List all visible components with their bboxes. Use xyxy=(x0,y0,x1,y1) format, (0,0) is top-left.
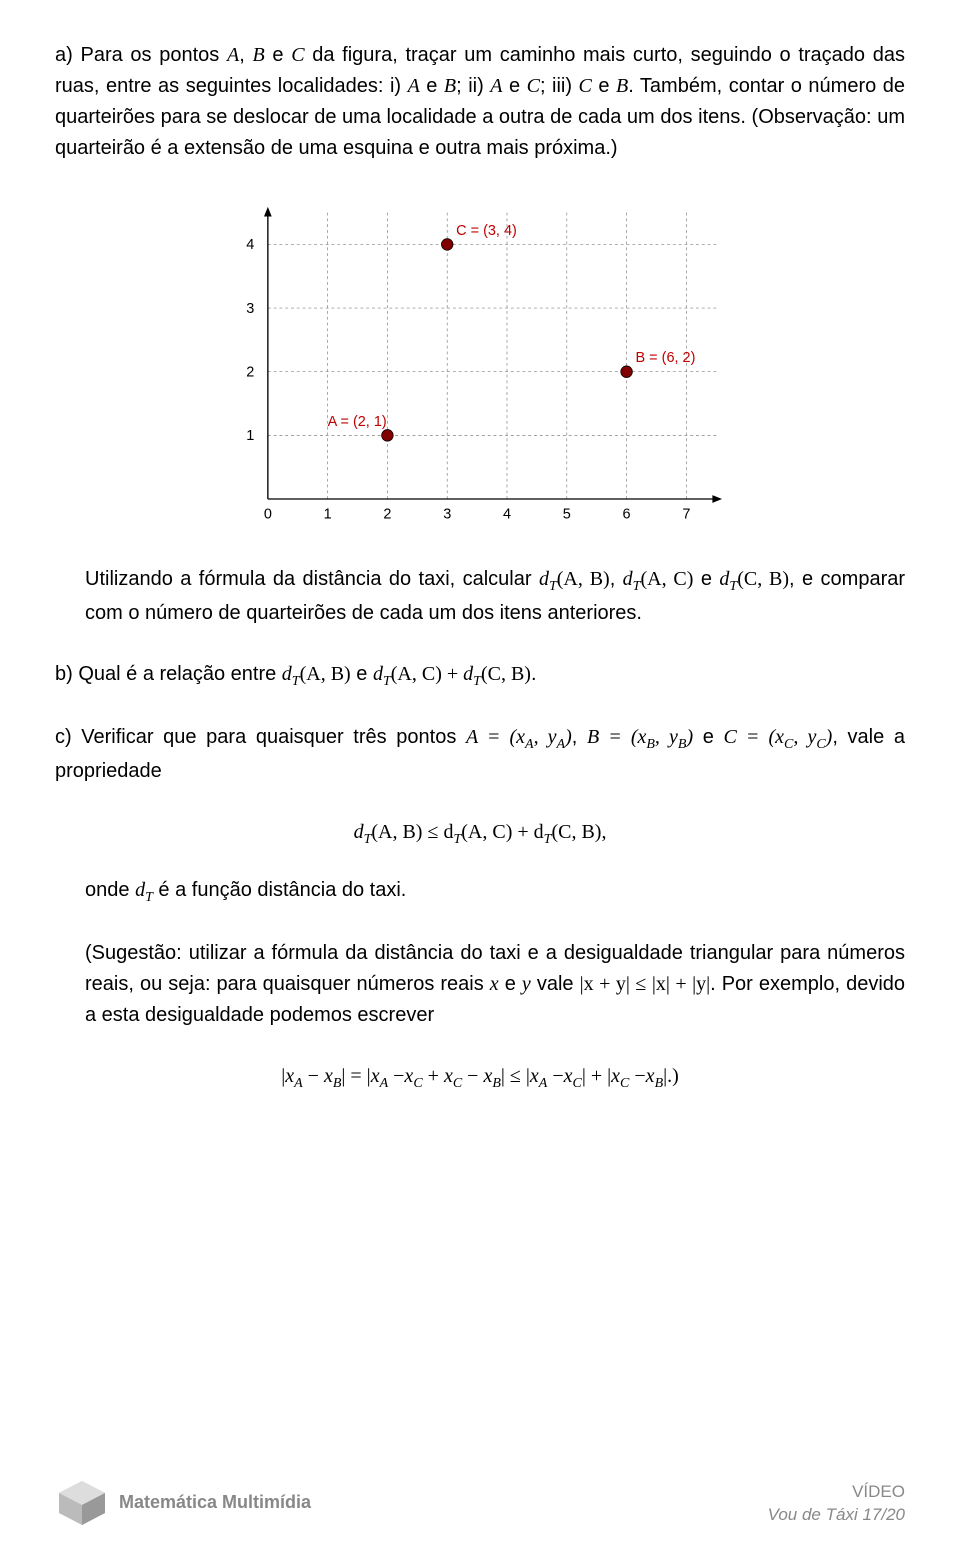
paragraph-onde: onde dT é a função distância do taxi. xyxy=(55,875,905,909)
sym-B: B xyxy=(252,44,264,66)
txt: e xyxy=(420,75,444,97)
txt: b) Qual é a relação entre xyxy=(55,663,282,685)
chart-svg: 0 1 2 3 4 5 6 7 1 2 3 4 A = (2, 1) B = (6, 2) C = (3, … xyxy=(210,194,750,534)
dT-sub: T xyxy=(292,674,300,689)
svg-text:5: 5 xyxy=(563,506,571,522)
A-eq: A = (xA, yA) xyxy=(466,726,572,748)
x: x xyxy=(490,973,499,995)
svg-text:4: 4 xyxy=(503,506,511,522)
txt: , xyxy=(610,568,623,590)
dT-sub: T xyxy=(549,579,557,594)
txt: e xyxy=(351,663,373,685)
sym-A: A xyxy=(490,75,502,97)
svg-text:C = (3, 4): C = (3, 4) xyxy=(456,223,517,239)
dT: d xyxy=(623,568,633,590)
txt: , xyxy=(239,44,252,66)
grid-chart: 0 1 2 3 4 5 6 7 1 2 3 4 A = (2, 1) B = (6, 2) C = (3, … xyxy=(55,194,905,534)
txt: ; ii) xyxy=(456,75,490,97)
args: (A, B) xyxy=(300,663,351,685)
txt: vale xyxy=(531,973,580,995)
paragraph-utilizando: Utilizando a fórmula da distância do tax… xyxy=(55,564,905,629)
dT: d xyxy=(373,663,383,685)
txt: , xyxy=(572,726,587,748)
args: (A, B) xyxy=(557,568,610,590)
sym-A: A xyxy=(408,75,420,97)
dT-sub: T xyxy=(383,674,391,689)
txt: . xyxy=(531,663,537,685)
txt: Utilizando a fórmula da distância do tax… xyxy=(85,568,539,590)
sym-C: C xyxy=(291,44,304,66)
footer-category: VÍDEO xyxy=(768,1481,905,1504)
svg-text:0: 0 xyxy=(264,506,272,522)
svg-text:7: 7 xyxy=(682,506,690,522)
svg-text:2: 2 xyxy=(383,506,391,522)
final-equation: |xA − xB| = |xA −xC + xC − xB| ≤ |xA −xC… xyxy=(55,1061,905,1095)
dT-sub: T xyxy=(473,674,481,689)
sym-B: B xyxy=(444,75,456,97)
svg-text:1: 1 xyxy=(324,506,332,522)
footer-brand: Matemática Multimídia xyxy=(119,1489,311,1517)
args: (A, C) xyxy=(391,663,442,685)
txt: e xyxy=(693,726,723,748)
y: y xyxy=(522,973,531,995)
svg-text:A = (2, 1): A = (2, 1) xyxy=(328,414,387,430)
dT: d xyxy=(719,568,729,590)
txt: a) Para os pontos xyxy=(55,44,227,66)
sym-A: A xyxy=(227,44,239,66)
plus: + xyxy=(442,663,463,685)
txt: é a função distância do taxi. xyxy=(153,879,407,901)
txt: e xyxy=(693,568,719,590)
B-eq: B = (xB, yB) xyxy=(587,726,693,748)
paragraph-sugestao: (Sugestão: utilizar a fórmula da distânc… xyxy=(55,938,905,1031)
tri-ineq: |x + y| ≤ |x| + |y| xyxy=(580,973,711,995)
C-eq: C = (xC, yC) xyxy=(724,726,833,748)
dT: d xyxy=(463,663,473,685)
sym-C: C xyxy=(527,75,540,97)
svg-text:3: 3 xyxy=(246,301,254,317)
page-footer: Matemática Multimídia VÍDEO Vou de Táxi … xyxy=(0,1479,960,1527)
logo-icon xyxy=(55,1479,109,1527)
inequality: dT(A, B) ≤ dT(A, C) + dT(C, B), xyxy=(55,817,905,851)
footer-right: VÍDEO Vou de Táxi 17/20 xyxy=(768,1481,905,1527)
txt: e xyxy=(502,75,526,97)
svg-text:6: 6 xyxy=(623,506,631,522)
paragraph-b: b) Qual é a relação entre dT(A, B) e dT(… xyxy=(55,659,905,693)
txt: e xyxy=(499,973,522,995)
dT: d xyxy=(539,568,549,590)
args: (C, B) xyxy=(737,568,789,590)
footer-page: Vou de Táxi 17/20 xyxy=(768,1504,905,1527)
sym-C: C xyxy=(579,75,592,97)
svg-text:B = (6, 2): B = (6, 2) xyxy=(636,350,696,366)
txt: onde xyxy=(85,879,135,901)
args: (C, B) xyxy=(481,663,531,685)
svg-text:3: 3 xyxy=(443,506,451,522)
paragraph-c: c) Verificar que para quaisquer três pon… xyxy=(55,722,905,787)
dT-sub: T xyxy=(145,890,153,905)
dT: d xyxy=(282,663,292,685)
svg-text:2: 2 xyxy=(246,365,254,381)
args: (A, C) xyxy=(640,568,693,590)
paragraph-a: a) Para os pontos A, B e C da figura, tr… xyxy=(55,40,905,164)
txt: c) Verificar que para quaisquer três pon… xyxy=(55,726,466,748)
footer-left: Matemática Multimídia xyxy=(55,1479,311,1527)
sym-B: B xyxy=(616,75,628,97)
txt: ; iii) xyxy=(540,75,579,97)
dT: d xyxy=(135,879,145,901)
svg-text:4: 4 xyxy=(246,237,254,253)
txt: e xyxy=(592,75,616,97)
txt: e xyxy=(265,44,292,66)
svg-text:1: 1 xyxy=(246,428,254,444)
